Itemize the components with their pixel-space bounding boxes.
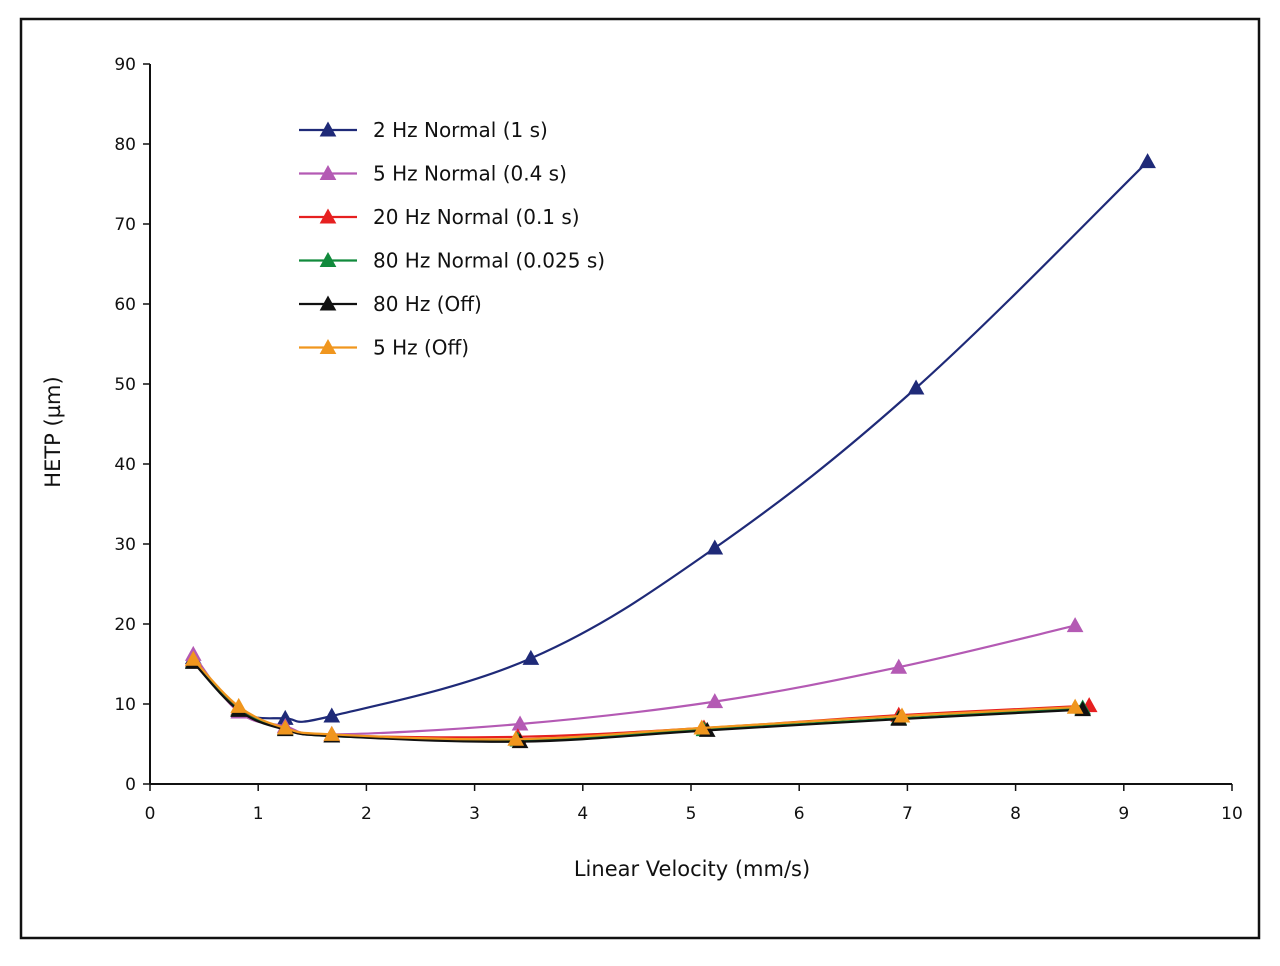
x-tick-label: 6 bbox=[794, 804, 805, 824]
data-point bbox=[1139, 153, 1156, 169]
chart-frame bbox=[19, 17, 1261, 940]
x-axis-ticks: 0 1 2 3 4 5 6 7 8 9 10 bbox=[145, 784, 1243, 824]
legend-item: 80 Hz (Off) bbox=[299, 292, 482, 316]
x-tick-label: 9 bbox=[1118, 804, 1129, 824]
data-point bbox=[511, 715, 529, 731]
x-tick-label: 8 bbox=[1010, 804, 1021, 824]
y-tick-label: 0 bbox=[125, 775, 136, 795]
legend-item: 2 Hz Normal (1 s) bbox=[299, 118, 548, 142]
legend-label: 5 Hz (Off) bbox=[373, 336, 469, 360]
legend-label: 20 Hz Normal (0.1 s) bbox=[373, 205, 580, 229]
y-tick-label: 10 bbox=[114, 695, 136, 715]
data-point bbox=[230, 697, 248, 713]
data-point bbox=[276, 719, 294, 735]
data-point bbox=[706, 539, 724, 555]
y-axis-title: HETP (µm) bbox=[41, 376, 65, 487]
data-point bbox=[323, 725, 341, 741]
data-point bbox=[693, 719, 711, 735]
x-tick-label: 10 bbox=[1221, 804, 1243, 824]
data-point bbox=[706, 693, 724, 709]
data-point bbox=[323, 707, 341, 723]
legend-label: 80 Hz Normal (0.025 s) bbox=[373, 249, 605, 273]
legend-item: 20 Hz Normal (0.1 s) bbox=[299, 205, 580, 229]
series-5 bbox=[184, 650, 1084, 746]
data-point bbox=[184, 650, 202, 666]
data-point bbox=[1066, 698, 1084, 714]
legend: 2 Hz Normal (1 s) 5 Hz Normal (0.4 s) 20 H… bbox=[299, 118, 605, 360]
x-axis-title: Linear Velocity (mm/s) bbox=[574, 857, 810, 881]
y-tick-label: 40 bbox=[114, 455, 136, 475]
y-tick-label: 30 bbox=[114, 535, 136, 555]
legend-marker bbox=[319, 208, 337, 224]
legend-marker bbox=[319, 338, 337, 354]
data-point bbox=[1066, 617, 1084, 633]
data-point bbox=[507, 730, 525, 746]
legend-marker bbox=[319, 121, 337, 137]
legend-marker bbox=[319, 164, 337, 180]
series-layer bbox=[184, 153, 1156, 749]
x-tick-label: 5 bbox=[686, 804, 697, 824]
x-tick-label: 4 bbox=[577, 804, 588, 824]
data-point bbox=[893, 707, 911, 723]
legend-marker bbox=[319, 295, 337, 311]
y-axis-ticks: 0 10 20 30 40 50 60 70 80 90 bbox=[114, 55, 150, 795]
data-point bbox=[522, 649, 540, 665]
legend-item: 5 Hz (Off) bbox=[299, 336, 469, 360]
x-tick-label: 7 bbox=[902, 804, 913, 824]
legend-label: 2 Hz Normal (1 s) bbox=[373, 118, 548, 142]
legend-label: 80 Hz (Off) bbox=[373, 292, 482, 316]
legend-marker bbox=[319, 251, 337, 267]
y-tick-label: 60 bbox=[114, 295, 136, 315]
data-point bbox=[907, 379, 925, 395]
y-tick-label: 70 bbox=[114, 215, 136, 235]
legend-item: 80 Hz Normal (0.025 s) bbox=[299, 249, 605, 273]
y-tick-label: 20 bbox=[114, 615, 136, 635]
legend-item: 5 Hz Normal (0.4 s) bbox=[299, 162, 567, 186]
x-tick-label: 2 bbox=[361, 804, 372, 824]
x-tick-label: 3 bbox=[469, 804, 480, 824]
legend-label: 5 Hz Normal (0.4 s) bbox=[373, 162, 567, 186]
y-tick-label: 80 bbox=[114, 135, 136, 155]
x-tick-label: 0 bbox=[145, 804, 156, 824]
y-tick-label: 50 bbox=[114, 375, 136, 395]
x-tick-label: 1 bbox=[253, 804, 264, 824]
data-point bbox=[890, 658, 908, 674]
y-tick-label: 90 bbox=[114, 55, 136, 75]
series-line bbox=[192, 160, 1149, 723]
